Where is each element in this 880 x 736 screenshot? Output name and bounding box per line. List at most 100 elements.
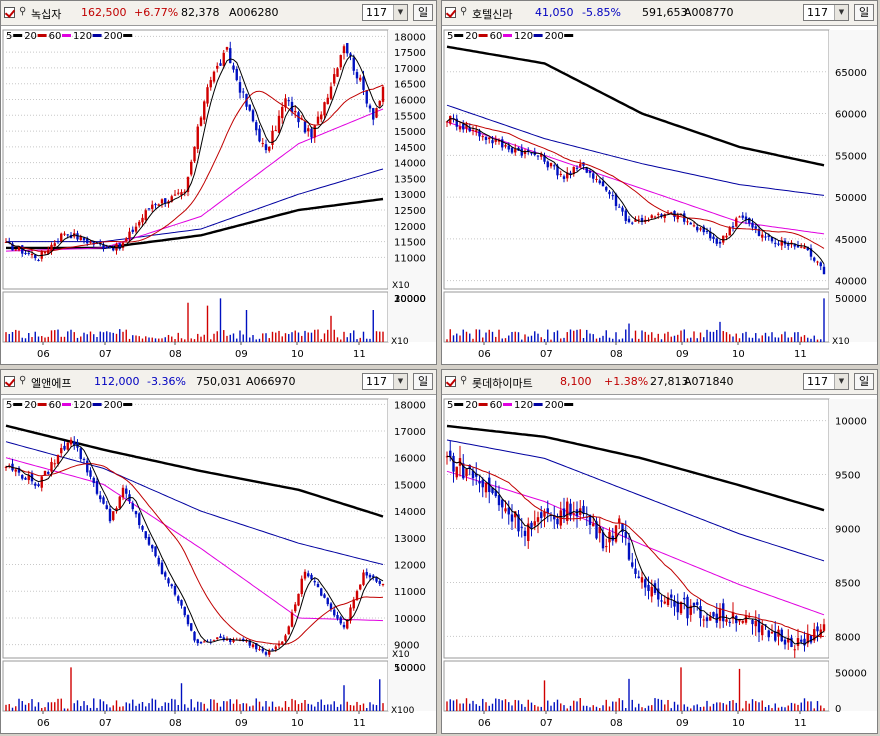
candle-body: [501, 139, 504, 148]
candle-body: [754, 226, 757, 229]
candle-body: [102, 244, 105, 249]
search-icon[interactable]: ⚲: [19, 375, 27, 386]
candle-body: [355, 72, 359, 79]
price-chart[interactable]: 10000 9500 9000 8500 8000 5 20 60 120 200 50000 0 06…: [442, 395, 878, 734]
candle-body: [475, 473, 478, 477]
change-rate: -5.85%: [582, 6, 621, 19]
candle-body: [21, 245, 24, 254]
legend-swatch: [37, 34, 47, 37]
price-tick-label: 45000: [835, 235, 867, 246]
candle-body: [757, 228, 761, 236]
search-icon[interactable]: ⚲: [460, 6, 468, 17]
candle-body: [307, 573, 310, 577]
candle-body: [761, 625, 764, 636]
candle-body: [647, 220, 650, 222]
candle-body: [128, 231, 131, 239]
legend-label: 5: [447, 31, 453, 42]
checkbox-icon[interactable]: [445, 7, 456, 18]
month-label: 10: [732, 349, 745, 360]
candle-body: [738, 619, 741, 622]
candle-body: [173, 585, 177, 595]
candle-body: [248, 640, 251, 646]
change-rate: -3.36%: [147, 375, 186, 388]
ma60-line: [446, 470, 825, 616]
candle-body: [251, 644, 255, 647]
candle-body: [510, 514, 514, 522]
candle-body: [352, 57, 355, 71]
candle-body: [60, 233, 63, 242]
candle-body: [34, 254, 37, 259]
checkbox-icon[interactable]: [4, 7, 15, 18]
legend-label: 20: [465, 31, 478, 42]
checkbox-icon[interactable]: [4, 376, 15, 387]
volume-tick-label: 50000: [835, 669, 867, 680]
period-unit-button[interactable]: 일: [854, 373, 874, 390]
period-unit-button[interactable]: 일: [413, 373, 433, 390]
price-tick-label: 18000: [394, 32, 426, 43]
price-tick-label: 40000: [835, 277, 867, 288]
period-select[interactable]: 117 ▼: [803, 373, 849, 390]
chart-panel-3: ⚲ 롯데하이마트 8,100 +1.38% 27,813 A071840 117 ▼ 일 1000…: [441, 369, 878, 734]
candle-body: [595, 521, 598, 539]
ma-legend: 5 20 60 120 200: [6, 31, 133, 42]
candle-body: [715, 613, 718, 623]
candle-body: [294, 604, 297, 612]
candle-body: [605, 546, 608, 548]
candle-body: [718, 608, 722, 621]
period-unit-button[interactable]: 일: [854, 4, 874, 21]
search-icon[interactable]: ⚲: [460, 375, 468, 386]
chevron-down-icon[interactable]: ▼: [834, 374, 848, 389]
candle-body: [709, 231, 712, 239]
candle-body: [540, 512, 543, 519]
price-tick-label: 55000: [835, 151, 867, 162]
period-select[interactable]: 117 ▼: [803, 4, 849, 21]
candle-body: [657, 588, 660, 600]
price-tick-label: 14000: [394, 507, 426, 518]
candle-body: [770, 236, 774, 242]
stock-code: A006280: [229, 6, 279, 19]
chevron-down-icon[interactable]: ▼: [834, 5, 848, 20]
candle-body: [592, 523, 595, 527]
ma60-line: [5, 457, 384, 622]
price-chart[interactable]: 65000 60000 55000 50000 45000 40000 5 20 60 120 20…: [442, 26, 878, 365]
candle-body: [683, 597, 686, 600]
month-label: 08: [169, 349, 182, 360]
candle-body: [536, 517, 540, 522]
period-select[interactable]: 117 ▼: [362, 373, 408, 390]
month-label: 07: [99, 718, 112, 729]
month-label: 07: [540, 718, 553, 729]
candle-body: [510, 147, 514, 153]
candle-body: [297, 593, 300, 606]
price-chart[interactable]: 18000 17500 17000 16500 16000 15500 15000 14500…: [1, 26, 437, 365]
period-unit-button[interactable]: 일: [413, 4, 433, 21]
candle-body: [14, 249, 17, 251]
candle-body: [699, 606, 702, 619]
candle-body: [352, 599, 355, 609]
candle-body: [666, 597, 670, 606]
candle-body: [468, 127, 471, 132]
legend-swatch: [123, 34, 133, 37]
candle-body: [193, 631, 196, 641]
price-tick-label: 9000: [835, 525, 860, 536]
candle-body: [813, 257, 816, 261]
month-label: 08: [610, 349, 623, 360]
price-chart[interactable]: 18000 17000 16000 15000 14000 13000 12000 11000…: [1, 395, 437, 734]
candle-body: [131, 229, 134, 232]
candle-body: [362, 572, 365, 585]
chevron-down-icon[interactable]: ▼: [393, 374, 407, 389]
period-value: 117: [807, 6, 828, 19]
candle-body: [800, 246, 803, 248]
candle-body: [53, 463, 56, 465]
candle-body: [481, 479, 484, 488]
candle-body: [294, 110, 297, 113]
price-tick-label: 16000: [394, 95, 426, 106]
candle-body: [121, 487, 125, 498]
candle-body: [618, 518, 621, 523]
chevron-down-icon[interactable]: ▼: [393, 5, 407, 20]
candle-body: [248, 104, 251, 111]
period-select[interactable]: 117 ▼: [362, 4, 408, 21]
candle-body: [151, 204, 154, 209]
candle-body: [53, 243, 56, 246]
search-icon[interactable]: ⚲: [19, 6, 27, 17]
checkbox-icon[interactable]: [445, 376, 456, 387]
